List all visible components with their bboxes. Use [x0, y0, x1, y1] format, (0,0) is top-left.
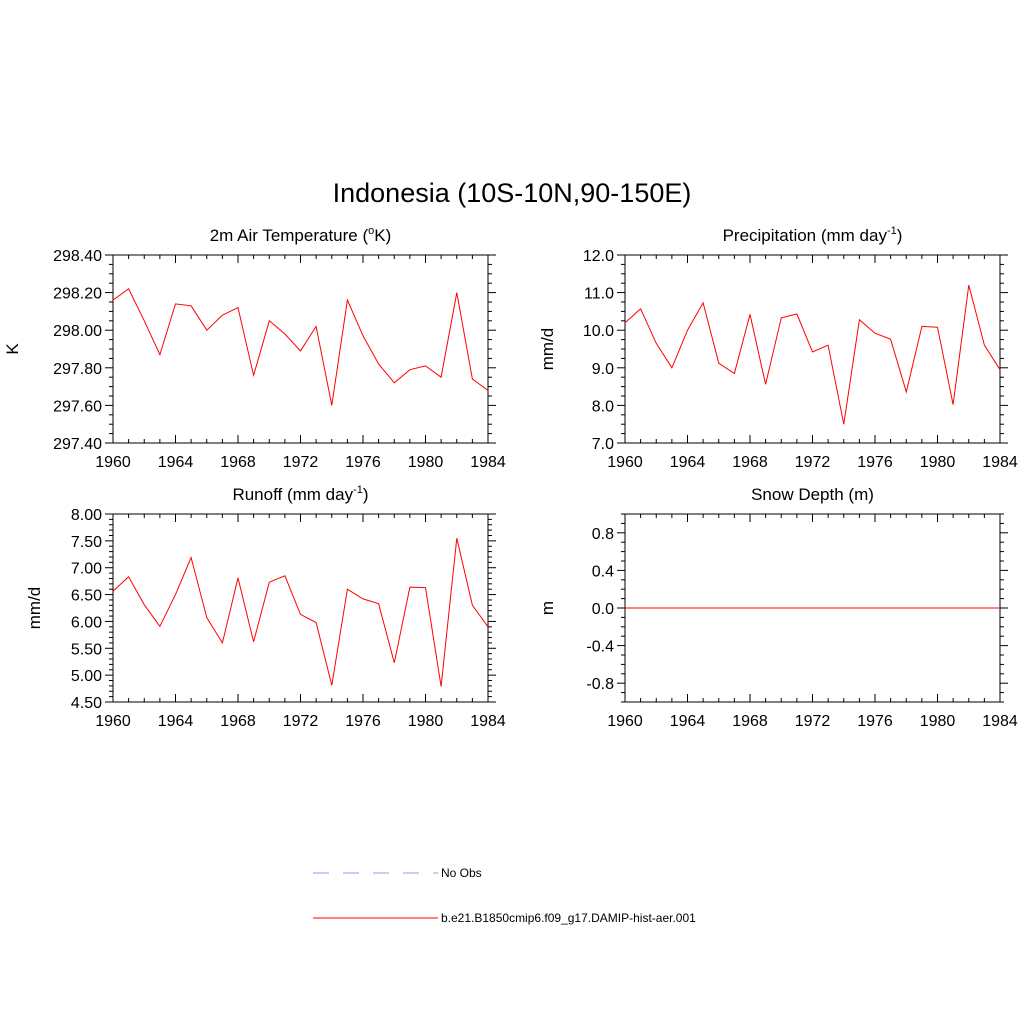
x-tick-label: 1972	[795, 713, 831, 730]
y-tick-label: 6.50	[71, 588, 102, 605]
x-tick-label: 1960	[607, 454, 643, 471]
x-tick-label: 1960	[95, 454, 131, 471]
y-tick-label: 7.50	[71, 534, 102, 551]
panel-4: Snow Depth (m) m 1960 1964 1968 1972 1976 1980 1…	[538, 485, 1018, 730]
y-tick-label: 9.0	[592, 361, 614, 378]
legend: No Obs b.e21.B1850cmip6.f09_g17.DAMIP-hi…	[313, 866, 696, 925]
x-tick-label: 1984	[982, 454, 1018, 471]
x-tick-label: 1960	[95, 713, 131, 730]
x-tick-label: 1976	[857, 454, 893, 471]
x-tick-label: 1968	[220, 454, 256, 471]
y-tick-label: 297.40	[53, 436, 102, 453]
panel-title: Precipitation (mm day-1)	[723, 225, 903, 245]
x-tick-label: 1984	[470, 454, 506, 471]
x-tick-label: 1984	[470, 713, 506, 730]
plot-frame	[112, 254, 489, 444]
y-tick-label: 5.00	[71, 668, 102, 685]
x-tick-label: 1984	[982, 713, 1018, 730]
y-tick-label: 8.00	[71, 507, 102, 524]
y-tick-label: 11.0	[584, 286, 614, 303]
y-tick-label: 4.50	[71, 695, 102, 712]
x-tick-label: 1968	[220, 713, 256, 730]
y-tick-label: -0.8	[586, 676, 614, 693]
x-tick-label: 1968	[732, 713, 768, 730]
y-tick-label: -0.4	[586, 639, 614, 656]
panel-1: 2m Air Temperature (oK) K 1960 1964 1968 1972…	[3, 225, 506, 471]
panel-title: 2m Air Temperature (oK)	[210, 225, 392, 245]
y-tick-label: 8.0	[592, 398, 614, 415]
x-tick-label: 1968	[732, 454, 768, 471]
x-tick-label: 1980	[920, 454, 956, 471]
y-tick-label: 5.50	[71, 641, 102, 658]
panel-title: Runoff (mm day-1)	[232, 484, 368, 504]
x-tick-label: 1980	[920, 713, 956, 730]
plot-frame	[624, 254, 1001, 444]
y-axis-label: m	[538, 601, 557, 615]
y-tick-label: 0.8	[592, 526, 614, 543]
y-tick-label: 0.4	[592, 563, 614, 580]
x-tick-label: 1980	[408, 713, 444, 730]
y-tick-label: 0.0	[592, 601, 614, 618]
series-line	[112, 288, 489, 406]
series-line	[112, 538, 489, 687]
legend-label-no-obs: No Obs	[441, 866, 482, 880]
x-tick-label: 1976	[345, 454, 381, 471]
series-line	[624, 284, 1001, 425]
y-tick-label: 298.40	[53, 248, 102, 265]
y-tick-label: 10.0	[583, 323, 614, 340]
x-tick-label: 1980	[408, 454, 444, 471]
y-tick-label: 7.0	[592, 436, 614, 453]
x-tick-label: 1972	[283, 454, 319, 471]
y-tick-label: 298.00	[53, 323, 102, 340]
x-tick-label: 1972	[283, 713, 319, 730]
x-tick-label: 1964	[158, 713, 194, 730]
y-axis-label: mm/d	[538, 328, 557, 371]
y-tick-label: 297.60	[53, 398, 102, 415]
x-tick-label: 1964	[670, 713, 706, 730]
x-tick-label: 1976	[345, 713, 381, 730]
x-tick-label: 1976	[857, 713, 893, 730]
legend-label-model: b.e21.B1850cmip6.f09_g17.DAMIP-hist-aer.…	[441, 911, 696, 925]
y-tick-label: 297.80	[53, 361, 102, 378]
figure-title: Indonesia (10S-10N,90-150E)	[333, 178, 692, 208]
y-tick-label: 6.00	[71, 614, 102, 631]
panel-title: Snow Depth (m)	[751, 485, 874, 504]
x-tick-label: 1972	[795, 454, 831, 471]
y-tick-label: 7.00	[71, 561, 102, 578]
y-tick-label: 298.20	[53, 286, 102, 303]
panel-3: Runoff (mm day-1) mm/d 1960 1964 1968 1972 197…	[25, 484, 506, 730]
x-tick-label: 1964	[670, 454, 706, 471]
y-axis-label: mm/d	[25, 587, 44, 630]
panel-2: Precipitation (mm day-1) mm/d 1960 1964 1968…	[538, 225, 1018, 471]
x-tick-label: 1964	[158, 454, 194, 471]
y-axis-label: K	[3, 343, 22, 355]
y-tick-label: 12.0	[583, 248, 614, 265]
x-tick-label: 1960	[607, 713, 643, 730]
